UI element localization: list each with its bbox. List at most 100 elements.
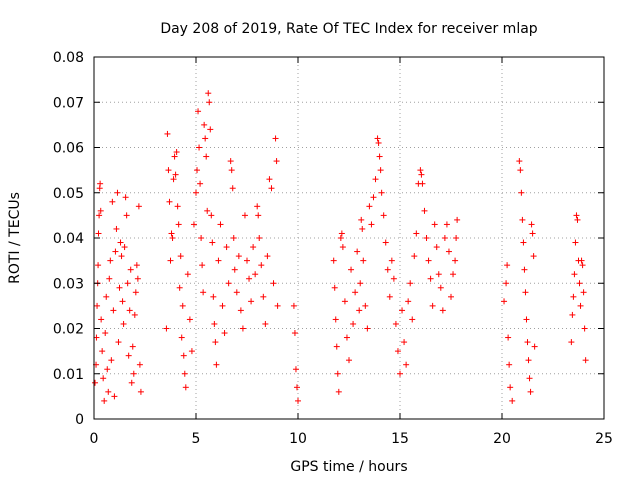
- data-point: [273, 158, 280, 165]
- data-point: [375, 139, 382, 146]
- data-point: [256, 235, 263, 241]
- data-point: [520, 239, 527, 246]
- x-axis-label: GPS time / hours: [290, 459, 407, 475]
- data-point: [397, 370, 403, 377]
- data-point: [121, 244, 128, 251]
- data-point: [105, 388, 112, 395]
- data-point: [357, 280, 364, 287]
- data-point: [95, 262, 102, 269]
- data-point: [501, 298, 508, 305]
- data-point: [348, 266, 355, 273]
- data-point: [244, 257, 250, 264]
- data-point: [419, 180, 426, 187]
- data-point: [425, 257, 432, 264]
- data-point: [503, 280, 510, 287]
- data-point: [384, 266, 391, 273]
- data-point: [568, 339, 575, 346]
- data-point: [106, 275, 113, 282]
- data-point: [581, 325, 588, 332]
- data-point: [270, 280, 277, 287]
- data-point: [366, 203, 373, 210]
- data-point: [260, 293, 267, 300]
- data-point: [407, 280, 414, 287]
- data-point: [120, 320, 127, 327]
- data-point: [293, 384, 300, 391]
- data-point: [572, 239, 579, 246]
- data-point: [111, 393, 118, 400]
- data-point: [435, 271, 442, 278]
- data-point: [137, 388, 144, 395]
- data-point: [181, 370, 188, 377]
- data-point: [354, 248, 361, 255]
- data-point: [198, 235, 205, 241]
- data-point: [433, 244, 440, 251]
- data-point: [417, 167, 424, 174]
- data-point: [122, 194, 129, 201]
- data-point: [115, 339, 122, 346]
- data-point: [112, 248, 119, 255]
- data-point: [382, 239, 389, 246]
- data-point: [578, 257, 585, 264]
- data-point: [525, 357, 532, 364]
- data-point: [117, 239, 124, 246]
- data-point: [118, 253, 125, 260]
- data-point: [204, 207, 211, 214]
- data-point: [168, 230, 175, 237]
- data-point: [528, 221, 535, 228]
- data-point: [570, 293, 577, 300]
- data-point: [163, 325, 170, 332]
- data-point: [177, 253, 184, 260]
- data-point: [199, 262, 206, 269]
- data-point: [225, 280, 232, 287]
- data-point: [184, 271, 191, 278]
- axis-ticks: [93, 56, 605, 420]
- data-point: [123, 212, 130, 219]
- data-point: [235, 253, 242, 260]
- data-point: [136, 361, 143, 368]
- data-point: [190, 221, 197, 228]
- y-tick-label: 0.07: [53, 95, 84, 111]
- data-point: [135, 203, 142, 210]
- data-point: [207, 126, 214, 133]
- data-point: [102, 330, 109, 337]
- data-point: [505, 334, 512, 341]
- data-point: [441, 235, 448, 241]
- data-point: [264, 253, 271, 260]
- data-point: [372, 176, 379, 183]
- data-point: [132, 289, 139, 296]
- data-point: [429, 302, 436, 309]
- x-tick-label: 5: [192, 431, 201, 447]
- data-point: [180, 352, 187, 359]
- data-point: [252, 271, 259, 278]
- data-point: [504, 262, 511, 269]
- data-point: [223, 244, 230, 251]
- data-point: [127, 266, 134, 273]
- data-point: [233, 289, 240, 296]
- data-point: [108, 357, 115, 364]
- data-point: [394, 348, 401, 355]
- data-point: [174, 203, 181, 210]
- data-point: [97, 180, 104, 187]
- data-point: [356, 307, 363, 314]
- data-point: [577, 302, 584, 309]
- data-point: [210, 293, 217, 300]
- data-point: [454, 216, 461, 223]
- y-axis-label: ROTI / TECUs: [7, 192, 23, 284]
- data-point: [362, 302, 369, 309]
- data-point: [110, 307, 117, 314]
- data-point: [237, 307, 244, 314]
- data-point: [452, 257, 459, 264]
- data-point: [526, 375, 533, 382]
- data-point: [521, 266, 528, 273]
- data-point: [202, 135, 209, 142]
- data-point: [339, 244, 346, 251]
- y-tick-label: 0.04: [53, 231, 84, 247]
- data-point: [266, 176, 273, 183]
- data-point: [368, 221, 375, 228]
- data-point: [453, 235, 460, 241]
- data-point: [427, 275, 434, 282]
- data-point: [350, 320, 357, 327]
- data-point: [291, 330, 298, 337]
